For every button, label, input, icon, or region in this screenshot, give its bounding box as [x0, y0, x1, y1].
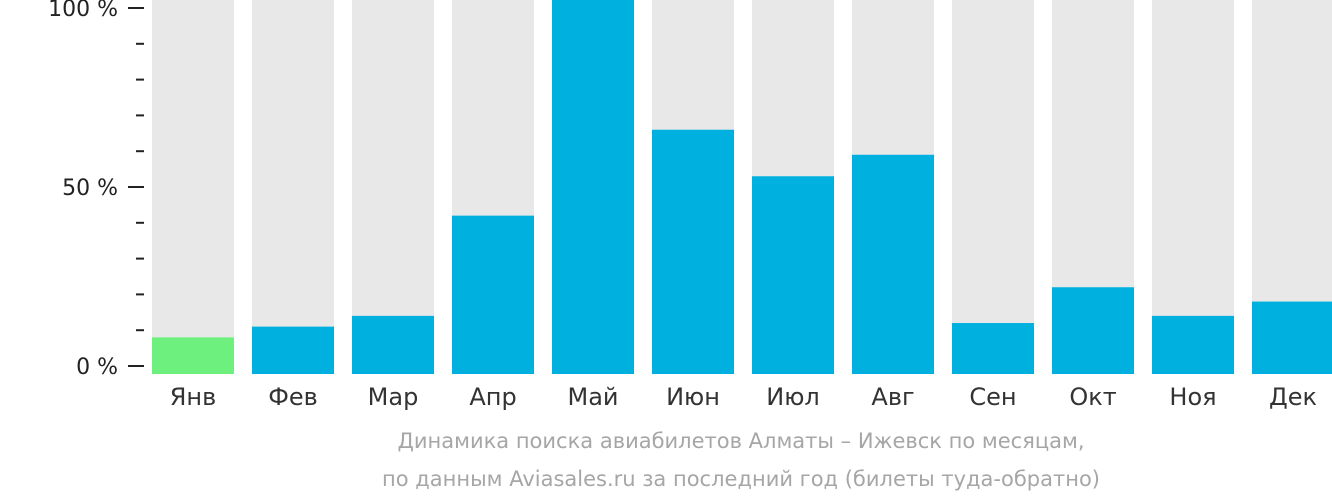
- bar-background: [152, 0, 234, 374]
- x-category-label: Дек: [1269, 383, 1317, 411]
- bar-chart: 0 % 50 % 100 % Янв Фев Мар Апр Май Июн Июл Авг Сен…: [48, 0, 1332, 411]
- bar-8: [852, 154, 934, 374]
- y-tick-label: 0 %: [76, 355, 118, 380]
- bar-6: [652, 129, 734, 374]
- chart-caption-line-2: по данным Aviasales.ru за последний год …: [382, 467, 1100, 491]
- x-category-label: Авг: [871, 383, 914, 411]
- bar-11: [1152, 315, 1234, 374]
- bar-5: [552, 0, 634, 374]
- bar-background: [952, 0, 1034, 374]
- x-category-label: Окт: [1069, 383, 1116, 411]
- bar-2: [252, 326, 334, 374]
- bar-background: [252, 0, 334, 374]
- x-category-label: Сен: [969, 383, 1016, 411]
- bar-12: [1252, 301, 1332, 374]
- x-category-label: Июл: [766, 383, 820, 411]
- bar-9: [952, 323, 1034, 374]
- bar-7: [752, 176, 834, 374]
- bar-10: [1052, 287, 1134, 374]
- bar-background: [352, 0, 434, 374]
- bar-4: [452, 215, 534, 374]
- bar-background: [1152, 0, 1234, 374]
- x-category-label: Июн: [666, 383, 720, 411]
- y-axis: 0 % 50 % 100 %: [48, 0, 144, 380]
- y-tick-label: 50 %: [62, 176, 118, 201]
- chart-caption-line-1: Динамика поиска авиабилетов Алматы – Иже…: [397, 429, 1085, 453]
- bar-1: [152, 337, 234, 374]
- x-category-label: Янв: [170, 383, 217, 411]
- x-category-label: Май: [567, 383, 618, 411]
- x-category-label: Ноя: [1169, 383, 1216, 411]
- bars: [152, 0, 1332, 374]
- x-category-label: Мар: [368, 383, 419, 411]
- bar-3: [352, 315, 434, 374]
- y-tick-label: 100 %: [48, 0, 118, 22]
- x-category-label: Апр: [469, 383, 516, 411]
- x-category-label: Фев: [268, 383, 318, 411]
- x-axis-labels: Янв Фев Мар Апр Май Июн Июл Авг Сен Окт Ноя Дек: [170, 383, 1317, 411]
